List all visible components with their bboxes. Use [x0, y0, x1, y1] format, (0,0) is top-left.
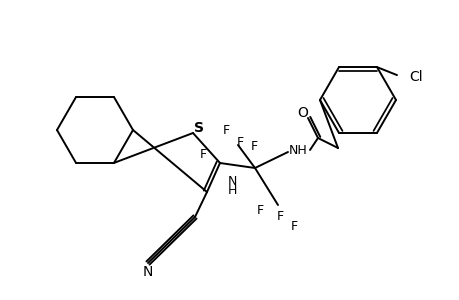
Text: F: F: [236, 136, 243, 149]
Text: F: F: [199, 148, 206, 161]
Text: F: F: [256, 203, 263, 217]
Text: Cl: Cl: [408, 70, 422, 84]
Text: F: F: [276, 211, 283, 224]
Text: N: N: [227, 175, 237, 188]
Text: F: F: [222, 124, 229, 137]
Text: N: N: [142, 265, 153, 279]
Text: NH: NH: [288, 143, 307, 157]
Text: O: O: [297, 106, 308, 120]
Text: F: F: [290, 220, 297, 233]
Text: S: S: [194, 121, 203, 135]
Text: H: H: [227, 184, 237, 197]
Text: F: F: [250, 140, 257, 154]
